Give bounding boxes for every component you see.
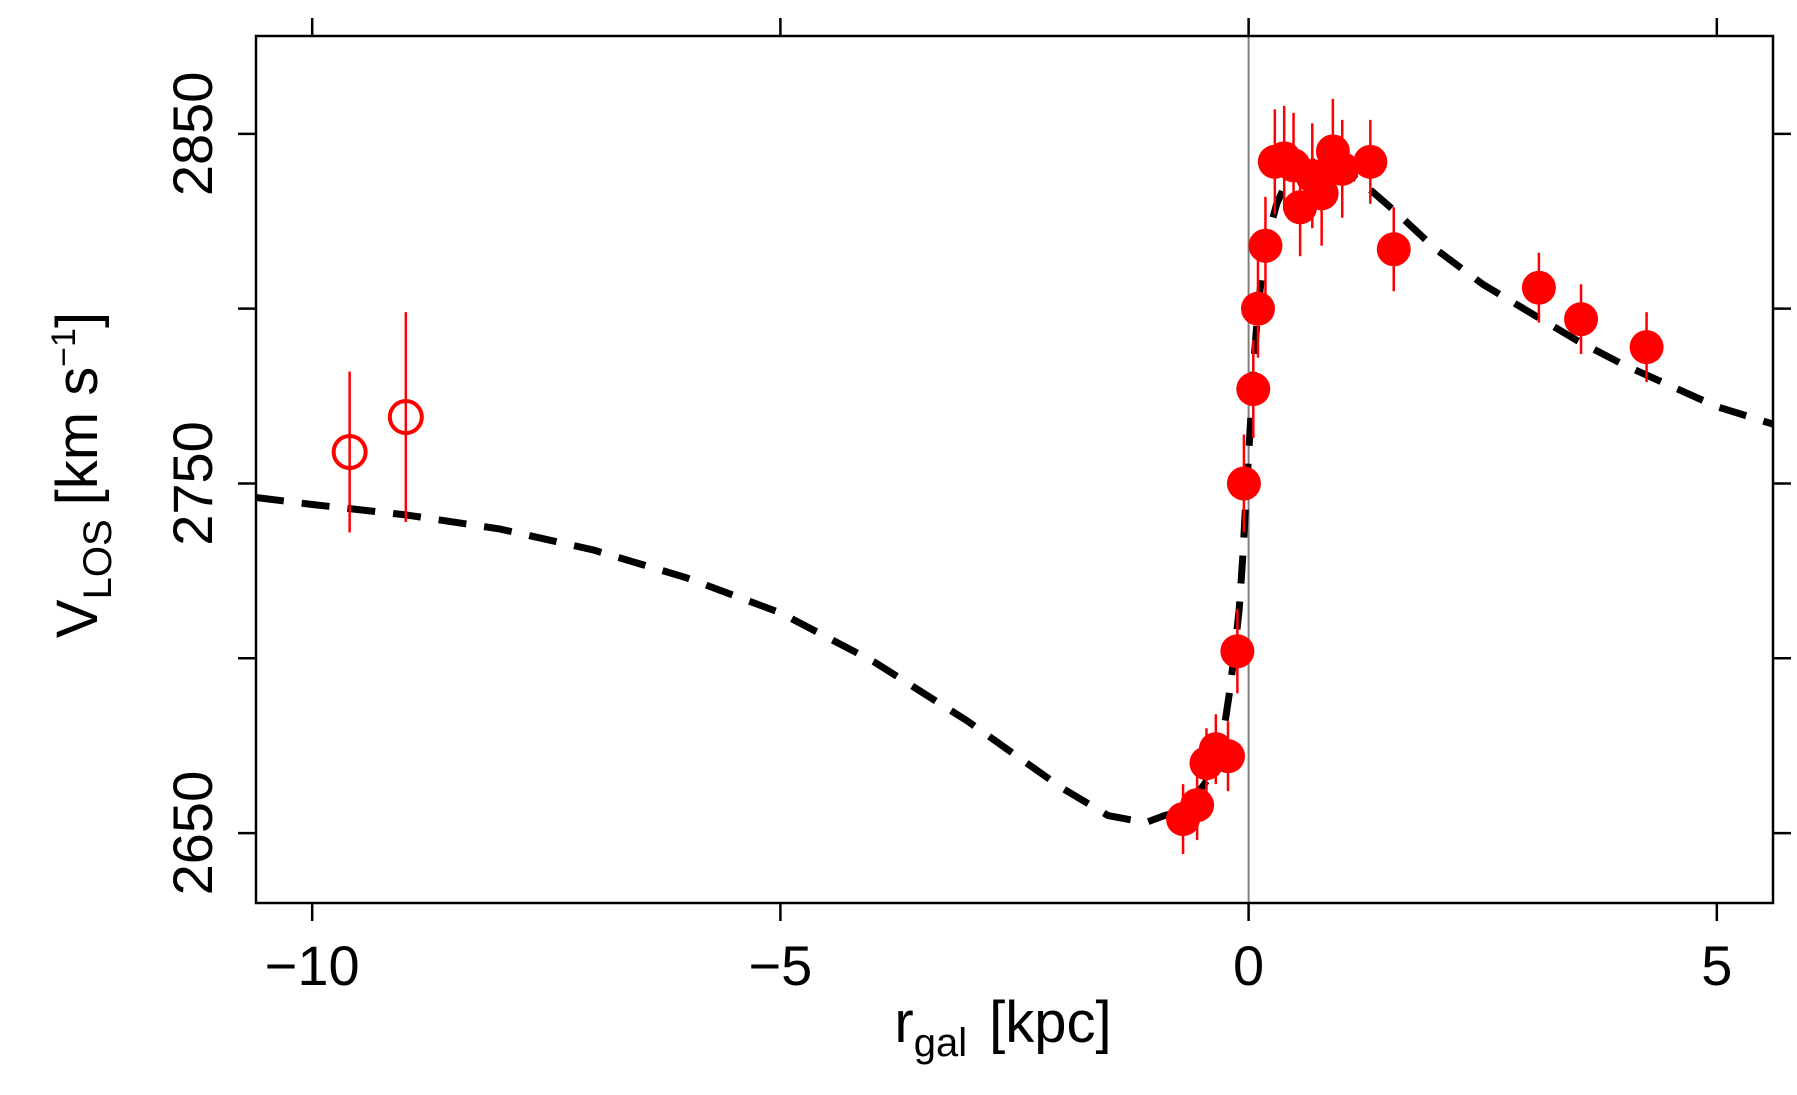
filled-data-point xyxy=(1220,634,1255,669)
filled-data-point xyxy=(1564,302,1599,337)
x-axis-title: rgal [kpc] xyxy=(894,990,1111,1065)
filled-data-point xyxy=(1248,228,1283,263)
x-tick-label: 5 xyxy=(1701,934,1732,997)
y-tick-label: 2750 xyxy=(161,421,224,546)
model-dashed-curve xyxy=(255,158,1775,827)
filled-points-series xyxy=(1166,98,1664,855)
plot-frame xyxy=(254,34,1775,905)
filled-data-point xyxy=(1629,330,1664,365)
x-tick-label: 0 xyxy=(1233,934,1264,997)
filled-data-point xyxy=(1240,291,1275,326)
filled-data-point xyxy=(1521,270,1556,305)
y-axis-title-main: V xyxy=(45,599,110,638)
filled-data-point xyxy=(1211,739,1246,774)
x-axis-title-unit: [kpc] xyxy=(989,990,1112,1055)
filled-data-point xyxy=(1236,372,1271,407)
y-axis-title-unit: [km s xyxy=(45,367,110,506)
filled-data-point xyxy=(1353,144,1388,179)
x-tick-label: −5 xyxy=(748,934,812,997)
filled-data-point xyxy=(1226,466,1261,501)
open-data-point xyxy=(331,434,368,471)
filled-data-point xyxy=(1325,151,1360,186)
y-axis-title: VLOS [km s−1] xyxy=(45,312,120,638)
y-axis-title-subscript: LOS xyxy=(76,519,120,599)
y-axis-title-unit-close: ] xyxy=(45,312,110,328)
filled-data-point xyxy=(1180,788,1215,823)
x-axis-title-subscript: gal xyxy=(914,1021,967,1065)
y-tick-label: 2650 xyxy=(161,771,224,896)
filled-data-point xyxy=(1376,232,1411,267)
y-axis-title-superscript: −1 xyxy=(45,328,83,367)
open-points-series xyxy=(331,312,424,533)
open-data-point xyxy=(387,399,424,436)
y-tick-label: 2850 xyxy=(161,72,224,197)
x-tick-label: −10 xyxy=(265,934,360,997)
filled-data-point xyxy=(1304,176,1339,211)
x-axis-title-main: r xyxy=(894,990,913,1055)
axes-group: −10 −5 0 5 2650 2750 2850 xyxy=(161,18,1791,997)
